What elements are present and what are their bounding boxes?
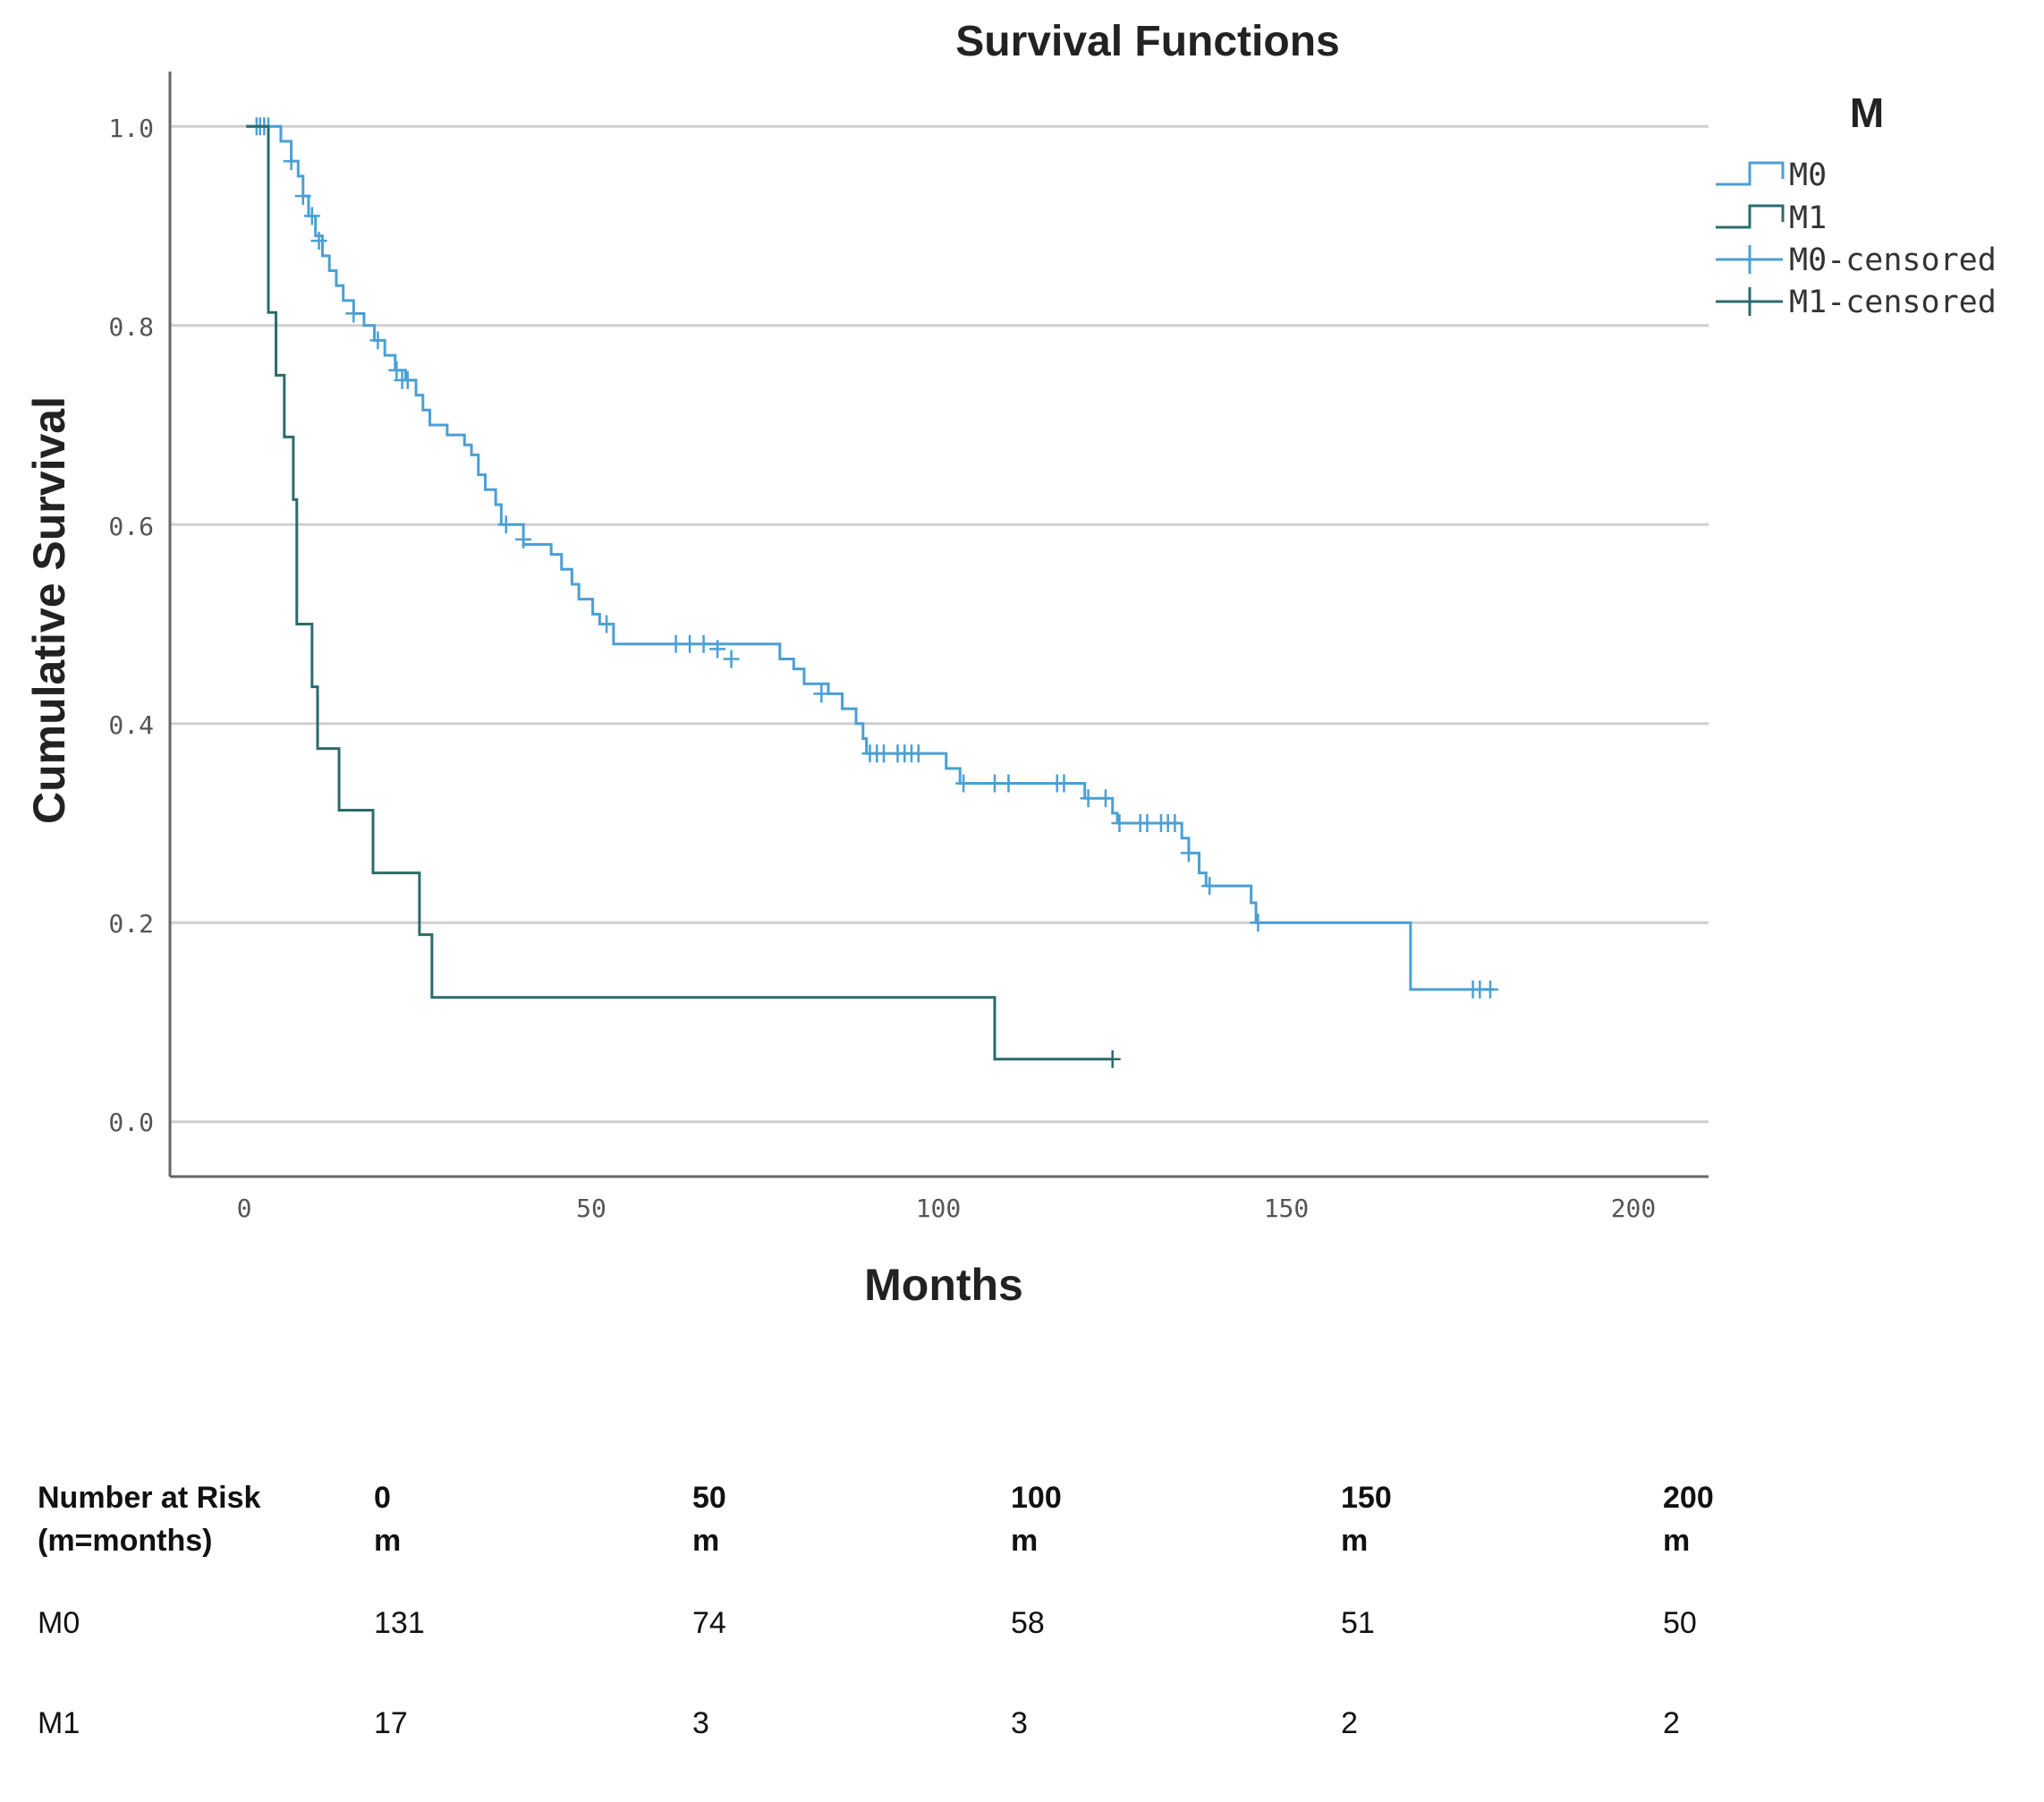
censor-mark-m0 (1481, 980, 1498, 999)
legend-m1-step-icon (1716, 204, 1785, 229)
y-tick-label: 0.8 (108, 312, 154, 342)
censor-mark-m0 (1201, 877, 1218, 896)
x-tick-label: 50 (576, 1194, 606, 1223)
censor-mark-m0 (1180, 844, 1197, 863)
risk-cell: 17 (374, 1706, 408, 1740)
risk-header-value: 100 (1011, 1481, 1062, 1515)
censor-mark-m0 (294, 187, 311, 206)
risk-row-m0: M0 131 74 58 51 50 (38, 1602, 1916, 1702)
series-line-m1 (246, 124, 1113, 1061)
risk-header-value: 0 (374, 1481, 391, 1515)
censor-mark-m0 (986, 774, 1003, 793)
risk-header-100m: 100 m (1011, 1476, 1341, 1602)
y-tick-label: 1.0 (108, 114, 154, 143)
censor-mark-m0 (1250, 914, 1267, 932)
legend: M M0 M1 M0-censored M1-censored (1716, 89, 1997, 320)
censor-mark-m0 (515, 530, 532, 548)
censor-mark-m0 (955, 774, 972, 793)
risk-header-label: Number at Risk (m=months) (38, 1476, 374, 1602)
censor-mark-m1 (1104, 1050, 1121, 1068)
risk-header-150m: 150 m (1341, 1476, 1663, 1602)
chart-title: Survival Functions (955, 18, 1339, 65)
censor-mark-m0 (310, 232, 327, 251)
y-axis-label: Cumulative Survival (24, 396, 74, 824)
y-tick-label: 0.6 (108, 512, 154, 541)
censor-mark-m0 (709, 640, 726, 659)
y-tick-labels: 0.0 0.2 0.4 0.6 0.8 1.0 (108, 114, 154, 1137)
x-tick-labels: 0 50 100 150 200 (237, 1194, 1657, 1223)
censor-mark-m0 (876, 744, 893, 763)
censor-mark-m0 (303, 207, 320, 225)
legend-item-m1-censored: M1-censored (1789, 285, 1997, 320)
censor-mark-m0 (1000, 774, 1017, 793)
x-tick-label: 100 (916, 1194, 962, 1223)
legend-item-m1: M1 (1789, 200, 1827, 236)
censor-mark-m0 (1166, 814, 1183, 833)
y-tick-label: 0.0 (108, 1108, 154, 1137)
censor-mark-m0 (813, 684, 830, 703)
risk-cell: 2 (1663, 1706, 1680, 1740)
risk-cell: 51 (1341, 1606, 1375, 1640)
risk-row-m1: M1 17 3 3 2 2 (38, 1702, 1916, 1802)
censor-mark-m0 (399, 370, 416, 389)
censor-mark-m0 (369, 331, 386, 350)
legend-title: M (1850, 89, 1884, 136)
censor-mark-m0 (1056, 774, 1073, 793)
risk-header-value: 150 (1341, 1481, 1392, 1515)
censor-mark-m0 (388, 361, 405, 379)
risk-cell: 58 (1011, 1606, 1045, 1640)
censor-mark-m0 (1097, 789, 1114, 808)
risk-cell: 50 (1663, 1606, 1697, 1640)
x-tick-label: 0 (237, 1194, 252, 1223)
risk-row-label: M1 (38, 1706, 81, 1740)
risk-header-unit: m (374, 1524, 402, 1558)
risk-header-unit: m (1011, 1524, 1039, 1558)
x-tick-label: 200 (1611, 1194, 1657, 1223)
risk-header-value: 200 (1663, 1481, 1714, 1515)
risk-cell: 131 (374, 1606, 425, 1640)
risk-cell: 74 (692, 1606, 726, 1640)
x-axis-label: Months (864, 1260, 1023, 1310)
risk-header-unit: m (692, 1524, 720, 1558)
risk-cell: 3 (692, 1706, 709, 1740)
censor-mark-m0 (910, 744, 927, 763)
censor-mark-m0 (1139, 814, 1156, 833)
risk-cell: 3 (1011, 1706, 1028, 1740)
series-line-m0 (246, 124, 1494, 991)
risk-header-unit: m (1341, 1524, 1369, 1558)
censor-mark-m0 (345, 304, 362, 323)
risk-header-value: 50 (692, 1481, 726, 1515)
legend-m0-step-icon (1716, 161, 1785, 186)
censor-mark-m0 (695, 634, 712, 653)
risk-header-200m: 200 m (1663, 1476, 1916, 1602)
y-tick-label: 0.4 (108, 710, 154, 740)
censor-mark-m0 (598, 615, 615, 633)
risk-header-50m: 50 m (692, 1476, 1011, 1602)
risk-header-unit: m (1663, 1524, 1691, 1558)
legend-item-m0-censored: M0-censored (1789, 242, 1997, 278)
censor-mark-m0 (723, 650, 740, 668)
censor-mark-m0 (497, 515, 514, 534)
risk-header-line2: (m=months) (38, 1524, 213, 1558)
censor-mark-m0 (667, 634, 684, 653)
risk-row-label: M0 (38, 1606, 81, 1640)
censor-mark-m0 (682, 634, 699, 653)
censor-mark-m0 (1080, 789, 1097, 808)
censor-mark-m0 (283, 152, 300, 171)
risk-cell: 2 (1341, 1706, 1358, 1740)
survival-curves (246, 117, 1498, 1068)
x-tick-label: 150 (1264, 1194, 1310, 1223)
censor-mark-m0 (1111, 814, 1128, 833)
gridlines (170, 124, 1709, 1124)
legend-item-m0: M0 (1789, 157, 1827, 193)
risk-header-line1: Number at Risk (38, 1481, 261, 1515)
y-tick-label: 0.2 (108, 909, 154, 939)
